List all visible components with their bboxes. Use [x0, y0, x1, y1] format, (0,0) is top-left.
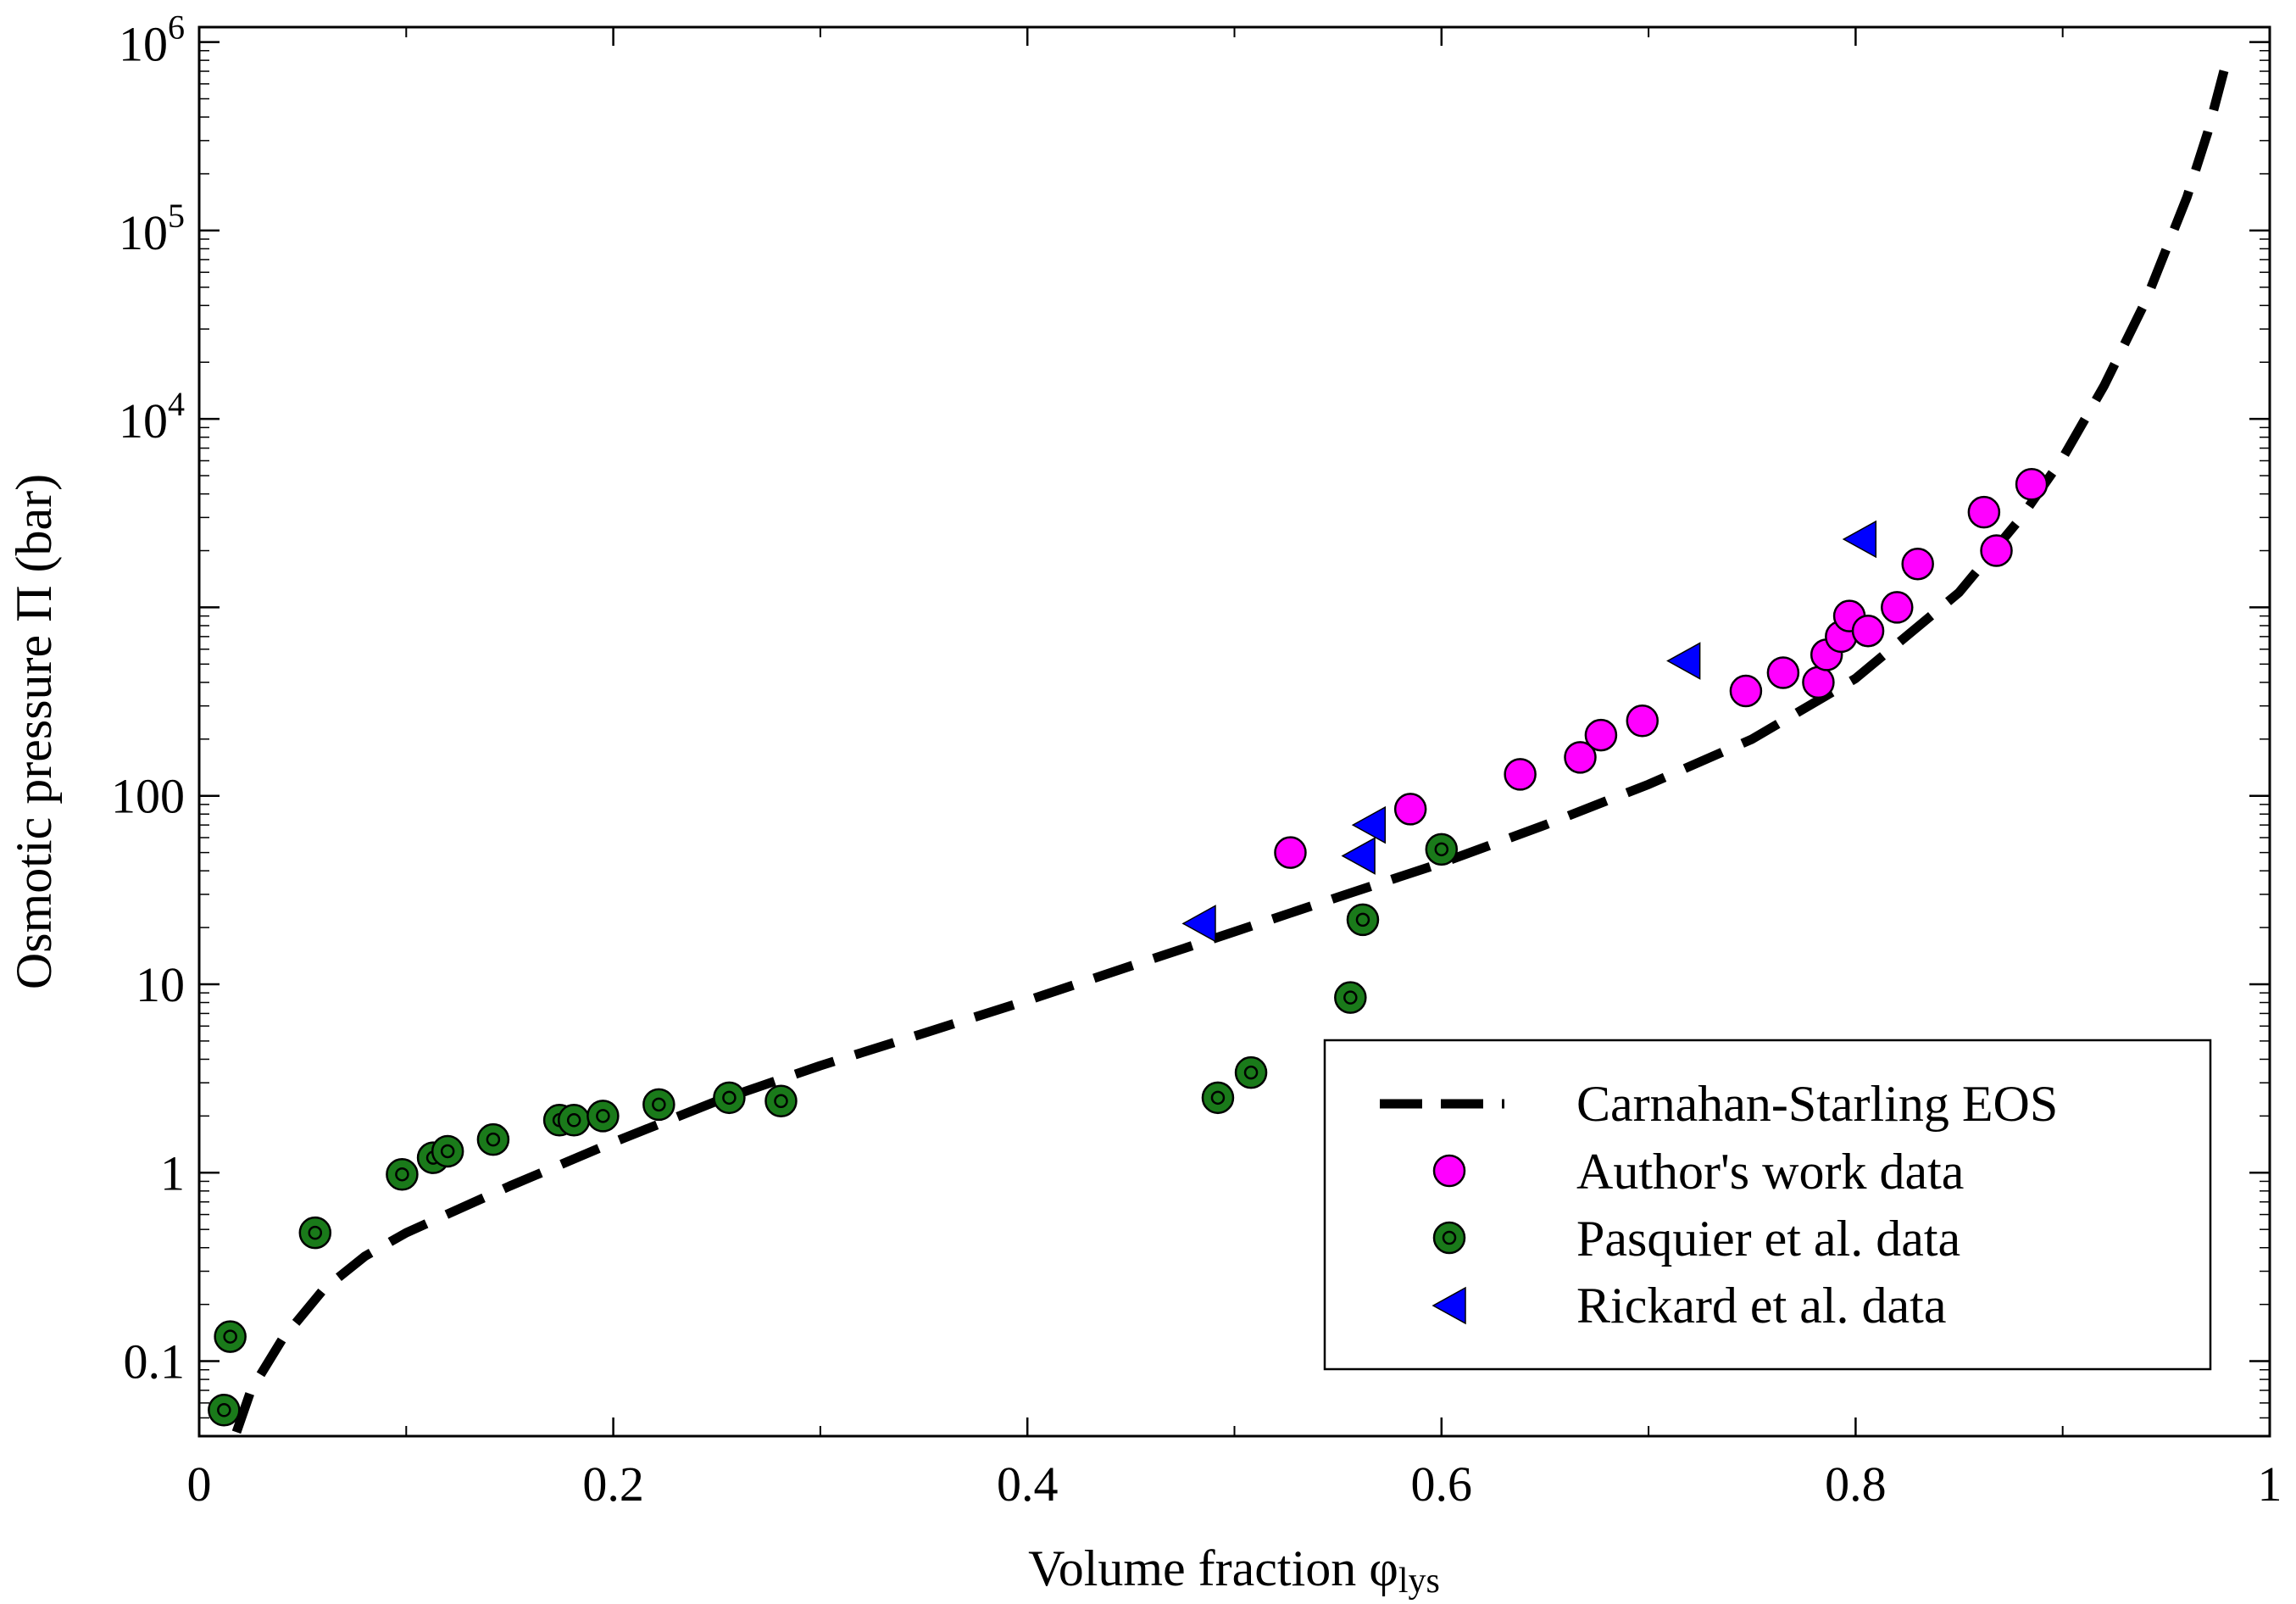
- data-point-author: [1504, 758, 1537, 791]
- legend-box: [1323, 1039, 2212, 1371]
- y-tick-label-base: 10: [119, 393, 168, 448]
- series-line-eos: [231, 53, 2233, 1434]
- data-point-author: [1274, 836, 1307, 869]
- data-point-author: [2015, 467, 2049, 501]
- data-point-pasquier: [1234, 1055, 1268, 1089]
- x-axis-label: Volume fraction φlys: [1028, 1540, 1440, 1601]
- data-point-pasquier-dot: [652, 1097, 666, 1112]
- y-tick-label: 0.1: [124, 1334, 186, 1390]
- y-tick-label: 10: [136, 957, 185, 1012]
- y-tick-label-exponent: 4: [168, 385, 185, 423]
- x-tick-label: 0.6: [1411, 1456, 1473, 1512]
- legend-swatch-author: [1432, 1154, 1466, 1188]
- data-point-author: [1901, 547, 1934, 581]
- data-point-pasquier: [713, 1081, 746, 1115]
- x-tick-label: 0: [187, 1456, 212, 1512]
- data-point-author: [1980, 534, 2013, 567]
- data-point-rickard: [1351, 805, 1387, 844]
- legend-label-pasquier: Pasquier et al. data: [1576, 1211, 1960, 1267]
- eos-curve-layer: [231, 53, 2233, 1434]
- data-point-pasquier-dot: [440, 1144, 455, 1159]
- data-point-pasquier: [764, 1084, 798, 1118]
- data-point-author: [1626, 705, 1659, 738]
- data-point-pasquier-dot: [217, 1403, 231, 1417]
- data-point-author: [1851, 614, 1885, 648]
- x-tick-label: 0.8: [1825, 1456, 1887, 1512]
- tick-marks: [197, 27, 2271, 1436]
- data-point-pasquier-dot: [308, 1225, 323, 1240]
- data-point-author: [1393, 793, 1427, 826]
- legend-swatch-pasquier: [1432, 1221, 1466, 1255]
- data-point-pasquier: [587, 1100, 620, 1133]
- data-point-pasquier: [1346, 903, 1380, 937]
- data-point-pasquier-dot: [596, 1109, 610, 1123]
- data-point-pasquier-dot: [1343, 990, 1358, 1005]
- y-tick-label: 1: [160, 1145, 185, 1200]
- x-tick-label: 1: [2258, 1456, 2282, 1512]
- y-tick-label: 100: [111, 769, 185, 824]
- data-point-pasquier-dot: [1210, 1090, 1226, 1106]
- data-point-pasquier-dot: [395, 1167, 409, 1182]
- x-tick-label: 0.4: [997, 1456, 1059, 1512]
- legend-label-eos: Carnahan-Starling EOS: [1576, 1076, 2058, 1132]
- y-tick-label-exponent: 6: [168, 8, 185, 47]
- y-tick-label: 106: [119, 8, 185, 72]
- x-axis-label-subscript: lys: [1398, 1562, 1440, 1601]
- data-point-pasquier: [642, 1088, 675, 1122]
- data-point-pasquier-dot: [566, 1113, 581, 1128]
- x-tick-label: 0.2: [582, 1456, 644, 1512]
- data-point-author: [1564, 741, 1597, 774]
- y-tick-label-base: 10: [119, 17, 168, 72]
- data-point-pasquier-dot: [1434, 842, 1449, 857]
- y-tick-label: 104: [119, 385, 185, 448]
- legend-swatch-rickard: [1432, 1286, 1466, 1325]
- data-point-pasquier: [557, 1104, 591, 1137]
- data-point-author: [1881, 591, 1914, 624]
- x-tick-labels: 0 0.2 0.4 0.6 0.8 1: [187, 1456, 2282, 1512]
- data-point-pasquier: [476, 1122, 510, 1156]
- data-point-pasquier-dot: [774, 1094, 788, 1109]
- data-points-layer: [208, 467, 2049, 1427]
- data-point-rickard: [1341, 837, 1376, 875]
- data-point-author: [1766, 656, 1800, 689]
- data-point-pasquier-dot: [1243, 1065, 1259, 1080]
- data-point-pasquier: [208, 1394, 241, 1427]
- y-axis-label: Osmotic pressure Π (bar): [6, 474, 62, 989]
- data-point-rickard: [1181, 905, 1216, 943]
- data-point-pasquier: [1201, 1081, 1235, 1115]
- data-point-author: [1584, 718, 1618, 752]
- plot-frame: [197, 25, 2271, 1438]
- legend-label-author: Author's work data: [1576, 1144, 1964, 1200]
- y-tick-label-base: 10: [119, 205, 168, 260]
- legend: Carnahan-Starling EOS Author's work data…: [1323, 1039, 2212, 1371]
- data-point-pasquier-dot: [722, 1090, 737, 1106]
- data-point-pasquier-dot: [1355, 912, 1370, 927]
- legend-swatch-pasquier-dot: [1442, 1230, 1457, 1245]
- data-point-pasquier: [1425, 833, 1459, 866]
- data-point-author: [1729, 674, 1763, 708]
- data-point-pasquier: [386, 1157, 419, 1191]
- data-point-pasquier: [298, 1216, 332, 1250]
- data-point-pasquier: [431, 1134, 464, 1168]
- y-tick-label-exponent: 5: [168, 197, 185, 235]
- y-tick-label: 105: [119, 197, 185, 260]
- data-point-pasquier-dot: [223, 1329, 237, 1344]
- data-point-pasquier: [1334, 981, 1367, 1014]
- data-point-rickard: [1666, 642, 1701, 680]
- data-point-pasquier: [214, 1320, 247, 1353]
- legend-label-rickard: Rickard et al. data: [1576, 1278, 1946, 1334]
- data-point-author: [1802, 666, 1835, 699]
- data-point-author: [1967, 495, 2001, 529]
- data-point-pasquier-dot: [486, 1132, 501, 1147]
- data-point-rickard: [1842, 520, 1877, 559]
